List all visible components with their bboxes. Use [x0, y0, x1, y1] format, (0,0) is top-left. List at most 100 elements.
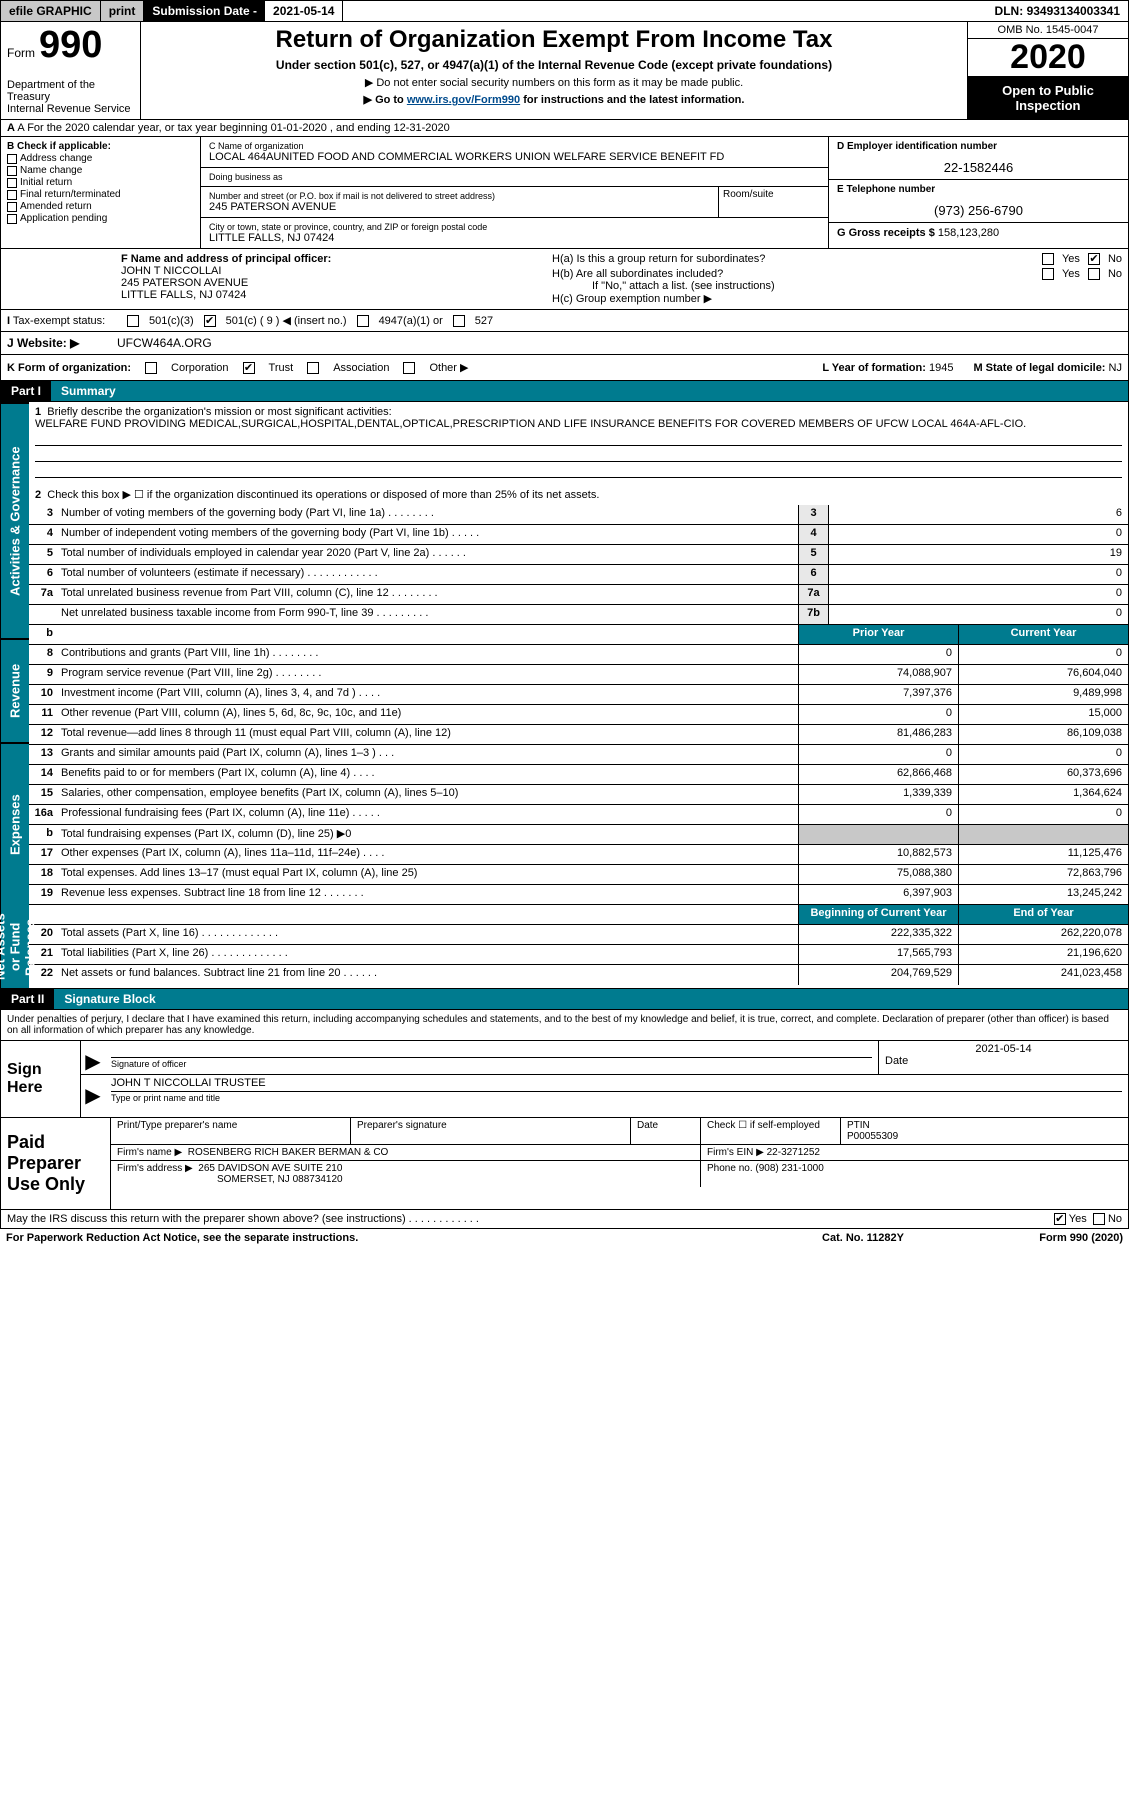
chk-self-employed[interactable]: Check ☐ if self-employed	[701, 1118, 841, 1144]
state-domicile: NJ	[1109, 362, 1122, 374]
table-row: 11Other revenue (Part VIII, column (A), …	[29, 705, 1128, 725]
org-name: LOCAL 464AUNITED FOOD AND COMMERCIAL WOR…	[205, 151, 824, 165]
table-row: 7aTotal unrelated business revenue from …	[29, 585, 1128, 605]
section-fh: F Name and address of principal officer:…	[0, 249, 1129, 310]
table-row: 5Total number of individuals employed in…	[29, 545, 1128, 565]
sign-arrow-icon-2: ▶	[81, 1075, 105, 1108]
website-value: UFCW464A.ORG	[117, 336, 1122, 350]
ha-no[interactable]	[1088, 253, 1100, 265]
chk-other[interactable]	[403, 362, 415, 374]
bottom-note: For Paperwork Reduction Act Notice, see …	[0, 1229, 1129, 1247]
part-2-header: Part II Signature Block	[0, 989, 1129, 1010]
paperwork-notice: For Paperwork Reduction Act Notice, see …	[6, 1232, 763, 1244]
table-row: 9Program service revenue (Part VIII, lin…	[29, 665, 1128, 685]
gross-value: 158,123,280	[938, 227, 999, 239]
vtab-expenses: Expenses	[1, 742, 29, 906]
col-f-officer: F Name and address of principal officer:…	[1, 249, 546, 309]
chk-name-change[interactable]: Name change	[7, 165, 194, 176]
mission-text: WELFARE FUND PROVIDING MEDICAL,SURGICAL,…	[35, 418, 1026, 430]
cat-no: Cat. No. 11282Y	[763, 1232, 963, 1244]
table-row: 14Benefits paid to or for members (Part …	[29, 765, 1128, 785]
sign-date-label: Date	[885, 1055, 1122, 1067]
paid-preparer-block: Paid Preparer Use Only Print/Type prepar…	[0, 1118, 1129, 1210]
table-row: 13Grants and similar amounts paid (Part …	[29, 745, 1128, 765]
chk-final-return[interactable]: Final return/terminated	[7, 189, 194, 200]
open-to-public: Open to Public Inspection	[968, 77, 1128, 119]
vtab-revenue: Revenue	[1, 638, 29, 742]
chk-527[interactable]	[453, 315, 465, 327]
table-row: bTotal fundraising expenses (Part IX, co…	[29, 825, 1128, 845]
form-word: Form	[7, 46, 35, 60]
addr-value: 245 PATERSON AVENUE	[205, 201, 714, 215]
firm-name: ROSENBERG RICH BAKER BERMAN & CO	[188, 1147, 389, 1158]
table-row: 21Total liabilities (Part X, line 26) . …	[29, 945, 1128, 965]
form-header-left: Form 990 Department of the Treasury Inte…	[1, 22, 141, 119]
chk-amended-return[interactable]: Amended return	[7, 201, 194, 212]
sign-here-block: Sign Here ▶ Signature of officer 2021-05…	[0, 1041, 1129, 1118]
sign-here-label: Sign Here	[1, 1041, 81, 1117]
hb-yes[interactable]	[1042, 268, 1054, 280]
efile-link[interactable]: efile GRAPHIC	[1, 1, 101, 21]
irs-discuss-row: May the IRS discuss this return with the…	[0, 1210, 1129, 1229]
table-row: 20Total assets (Part X, line 16) . . . .…	[29, 925, 1128, 945]
addr-label: Number and street (or P.O. box if mail i…	[205, 189, 714, 201]
signer-name: JOHN T NICCOLLAI TRUSTEE	[111, 1077, 1122, 1091]
form-number: 990	[39, 26, 102, 64]
table-row: 8Contributions and grants (Part VIII, li…	[29, 645, 1128, 665]
irs-link[interactable]: www.irs.gov/Form990	[407, 94, 520, 106]
firm-ein: 22-3271252	[767, 1147, 820, 1158]
dba-label: Doing business as	[205, 170, 824, 182]
form-header-right: OMB No. 1545-0047 2020 Open to Public In…	[968, 22, 1128, 119]
chk-initial-return[interactable]: Initial return	[7, 177, 194, 188]
dln: DLN: 93493134003341	[987, 1, 1128, 21]
form-subtitle-2: ▶ Do not enter social security numbers o…	[151, 76, 957, 89]
city-label: City or town, state or province, country…	[205, 220, 824, 232]
vtab-governance: Activities & Governance	[1, 402, 29, 638]
beg-end-header: Beginning of Current Year End of Year	[29, 905, 1128, 925]
row-tax-exempt: I Tax-exempt status: 501(c)(3) 501(c) ( …	[0, 310, 1129, 332]
year-formation: 1945	[929, 362, 953, 374]
tel-label: E Telephone number	[837, 184, 1120, 195]
chk-corporation[interactable]	[145, 362, 157, 374]
dba-value	[205, 182, 824, 184]
hb-note: If "No," attach a list. (see instruction…	[552, 280, 1122, 292]
prior-current-header: b Prior Year Current Year	[29, 625, 1128, 645]
chk-address-change[interactable]: Address change	[7, 153, 194, 164]
ha-yes[interactable]	[1042, 253, 1054, 265]
chk-trust[interactable]	[243, 362, 255, 374]
hb-no[interactable]	[1088, 268, 1100, 280]
table-row: 3Number of voting members of the governi…	[29, 505, 1128, 525]
form-subtitle-1: Under section 501(c), 527, or 4947(a)(1)…	[151, 58, 957, 72]
table-row: 10Investment income (Part VIII, column (…	[29, 685, 1128, 705]
chk-4947[interactable]	[357, 315, 369, 327]
hb-label: H(b) Are all subordinates included?	[552, 268, 1034, 280]
summary-table: Activities & Governance Revenue Expenses…	[0, 402, 1129, 989]
firm-addr2: SOMERSET, NJ 088734120	[117, 1174, 694, 1185]
col-c-org-info: C Name of organization LOCAL 464AUNITED …	[201, 137, 828, 248]
tax-year: 2020	[968, 39, 1128, 77]
row-a-tax-year: A A For the 2020 calendar year, or tax y…	[0, 120, 1129, 137]
city-value: LITTLE FALLS, NJ 07424	[205, 232, 824, 246]
section-bcd: B Check if applicable: Address change Na…	[0, 137, 1129, 249]
discuss-yes[interactable]	[1054, 1213, 1066, 1225]
chk-association[interactable]	[307, 362, 319, 374]
line-2-checkbox: 2 Check this box ▶ ☐ if the organization…	[29, 484, 1128, 505]
submission-date-label: Submission Date -	[144, 1, 265, 21]
ein-value: 22-1582446	[837, 160, 1120, 175]
chk-application-pending[interactable]: Application pending	[7, 213, 194, 224]
chk-501c[interactable]	[204, 315, 216, 327]
form-header-center: Return of Organization Exempt From Incom…	[141, 22, 968, 119]
table-row: 19Revenue less expenses. Subtract line 1…	[29, 885, 1128, 905]
discuss-no[interactable]	[1093, 1213, 1105, 1225]
chk-501c3[interactable]	[127, 315, 139, 327]
col-b-checkboxes: B Check if applicable: Address change Na…	[1, 137, 201, 248]
table-row: 15Salaries, other compensation, employee…	[29, 785, 1128, 805]
org-name-label: C Name of organization	[205, 139, 824, 151]
table-row: 4Number of independent voting members of…	[29, 525, 1128, 545]
print-link[interactable]: print	[101, 1, 145, 21]
table-row: Net unrelated business taxable income fr…	[29, 605, 1128, 625]
website-label: J Website: ▶	[7, 336, 117, 350]
tel-value: (973) 256-6790	[837, 203, 1120, 218]
gross-label: G Gross receipts $	[837, 227, 935, 239]
ptin: P00055309	[847, 1131, 1122, 1142]
